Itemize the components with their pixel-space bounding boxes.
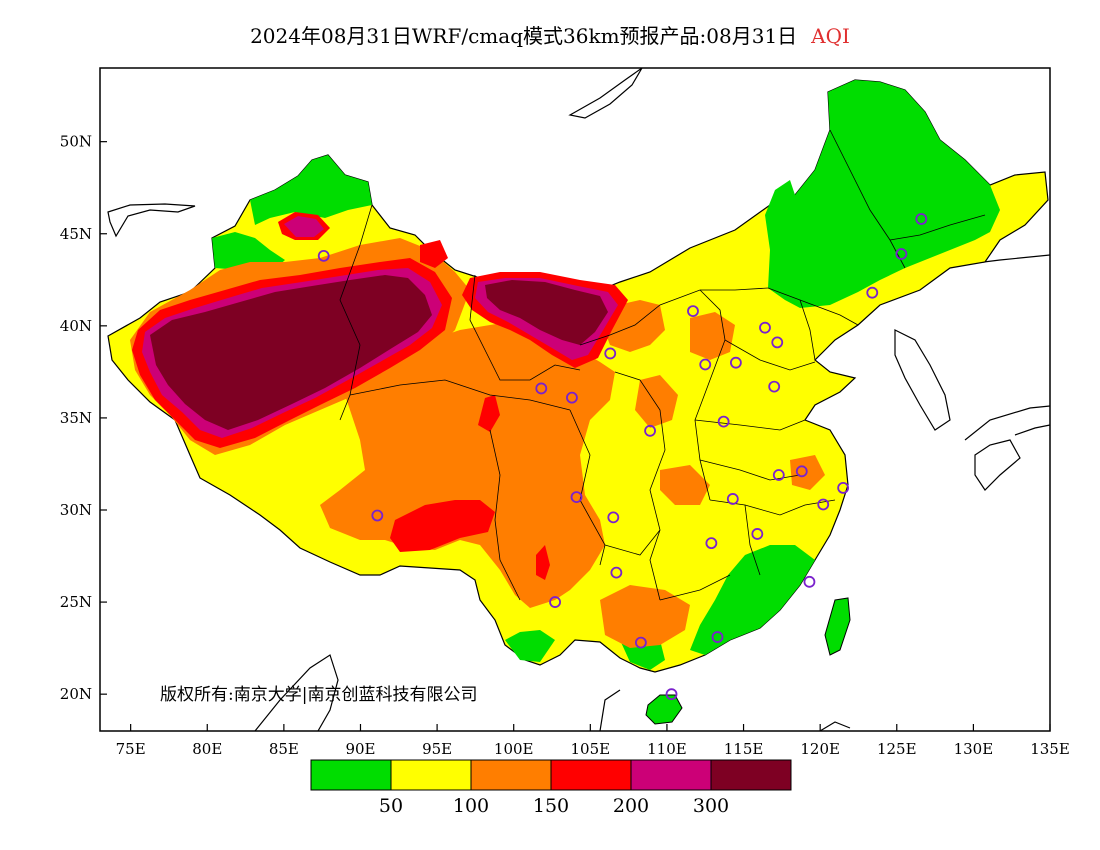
station-marker	[644, 424, 656, 437]
station-marker	[711, 631, 724, 643]
legend-swatch	[550, 759, 632, 791]
copyright-text: 版权所有:南京大学|南京创蓝科技有限公司	[160, 685, 478, 705]
y-tick-label: 50N	[60, 133, 92, 151]
x-tick-label: 95E	[422, 740, 452, 758]
station-marker	[895, 248, 908, 260]
station-marker	[610, 566, 623, 579]
x-tick-label: 130E	[954, 740, 994, 758]
station-marker	[759, 321, 771, 334]
aqi-region-red-yunnan	[536, 545, 550, 580]
station-marker	[771, 336, 784, 349]
station-marker	[768, 380, 781, 393]
legend-swatch	[710, 759, 792, 791]
x-tick-label: 100E	[494, 740, 534, 758]
legend-swatch	[470, 759, 552, 791]
y-tick-label: 20N	[60, 685, 92, 703]
aqi-region-orange-sichuan	[660, 465, 710, 505]
title-variable: AQI	[811, 24, 850, 48]
station-markers	[317, 213, 928, 701]
x-tick-label: 110E	[647, 740, 687, 758]
aqi-region-green-hainan	[645, 694, 683, 725]
station-marker	[549, 596, 561, 608]
aqi-region-green-northwest	[250, 155, 372, 225]
legend-swatch	[630, 759, 712, 791]
x-tick-label: 135E	[1030, 740, 1070, 758]
station-marker	[751, 528, 764, 540]
legend-tick-label: 300	[693, 795, 729, 817]
station-marker	[705, 537, 718, 550]
legend-tick-label: 200	[613, 795, 649, 817]
aqi-region-green-south	[505, 630, 555, 662]
station-marker	[915, 213, 928, 225]
x-tick-label: 120E	[800, 740, 840, 758]
aqi-region-orange-hebei	[690, 312, 735, 360]
station-marker	[566, 391, 578, 404]
legend-tick-label: 150	[533, 795, 569, 817]
aqi-region-maroon-alashan	[485, 280, 608, 345]
x-tick-label: 115E	[724, 740, 764, 758]
y-tick-label: 30N	[60, 501, 92, 519]
station-marker	[371, 509, 384, 522]
aqi-region-maroon-tarim	[150, 275, 432, 430]
coastlines	[107, 68, 1050, 731]
aqi-region-green-southeast	[690, 545, 815, 655]
map-frame	[99, 67, 1051, 732]
station-marker	[699, 358, 712, 371]
x-tick-label: 75E	[116, 740, 146, 758]
legend-swatch	[310, 759, 392, 791]
station-marker	[795, 465, 808, 478]
china-aqi-field	[107, 79, 1049, 725]
map-title: 2024年08月31日WRF/cmaq模式36km预报产品:08月31日 AQI	[0, 20, 1100, 49]
legend-tick-label: 50	[379, 795, 403, 817]
station-marker	[817, 498, 830, 511]
y-axis: 50N 45N 40N 35N 30N 25N 20N	[60, 133, 107, 703]
station-marker	[803, 575, 816, 588]
station-marker	[837, 481, 850, 494]
x-tick-label: 90E	[345, 740, 375, 758]
station-marker	[687, 305, 699, 318]
legend-tick-label: 100	[453, 795, 489, 817]
station-marker	[317, 249, 330, 262]
station-marker	[535, 382, 548, 395]
legend-swatch	[390, 759, 472, 791]
station-marker	[665, 688, 678, 701]
x-axis: 75E 80E 85E 90E 95E 100E 105E 110E 115E 120E 125E 1…	[116, 724, 1070, 758]
station-marker	[866, 286, 879, 299]
x-tick-label: 125E	[877, 740, 917, 758]
station-marker	[729, 356, 742, 369]
aqi-region-red-tibet	[390, 500, 495, 552]
y-tick-label: 45N	[60, 225, 92, 243]
aqi-region-magenta-junggar	[284, 216, 324, 237]
y-tick-label: 25N	[60, 593, 92, 611]
aqi-region-orange-guangxi	[600, 585, 690, 648]
y-tick-label: 35N	[60, 409, 92, 427]
aqi-legend: 50 100 150 200 300	[310, 759, 792, 817]
station-marker	[607, 511, 620, 524]
station-marker	[717, 415, 730, 428]
x-tick-label: 80E	[192, 740, 222, 758]
station-marker	[570, 491, 583, 504]
aqi-region-red-qinghai	[478, 395, 500, 432]
x-tick-label: 105E	[571, 740, 611, 758]
x-tick-label: 85E	[269, 740, 299, 758]
station-marker	[634, 636, 647, 649]
aqi-region-red-east	[420, 240, 448, 268]
aqi-region-green-taiwan	[824, 597, 851, 656]
aqi-region-green-northeast	[765, 80, 1000, 308]
station-marker	[604, 347, 617, 360]
title-main: 2024年08月31日WRF/cmaq模式36km预报产品:08月31日	[250, 24, 798, 48]
y-tick-label: 40N	[60, 317, 92, 335]
station-marker	[726, 493, 739, 505]
station-marker	[772, 469, 785, 481]
